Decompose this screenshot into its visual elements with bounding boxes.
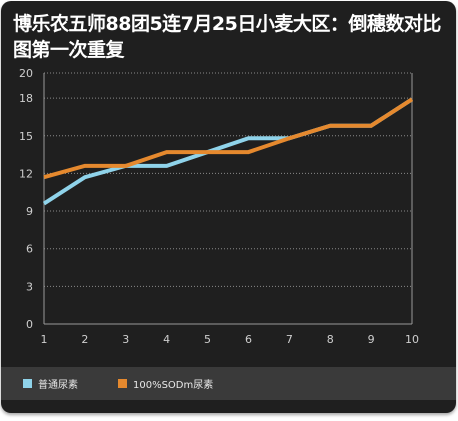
y-tick-label-5: 15 [19,130,33,143]
series-layer [42,97,414,206]
legend-label-series-2: 100%SODm尿素 [133,380,214,391]
x-tick-label-7: 8 [327,333,334,346]
x-tick-label-2: 3 [122,333,129,346]
y-tick-labels: 0 3 6 9 12 15 18 20 [19,67,33,331]
legend-swatch-series-2 [118,379,127,388]
chart-panel: 博乐农五师88团5连7月25日小麦大区：倒穗数对比图第一次重复 0 3 6 9 12 15… [1,1,456,413]
x-tick-label-5: 6 [245,333,252,346]
y-tick-label-6: 18 [19,92,33,105]
x-tick-label-3: 4 [163,333,170,346]
x-tick-label-4: 5 [204,333,211,346]
chart-title: 博乐农五师88团5连7月25日小麦大区：倒穗数对比图第一次重复 [13,13,441,61]
x-tick-label-1: 2 [81,333,88,346]
y-tick-label-4: 12 [19,167,33,180]
x-tick-labels: 1 2 3 4 5 6 7 8 9 10 [41,333,420,346]
y-tick-label-1: 3 [26,280,33,293]
y-tick-label-3: 9 [26,205,33,218]
y-tick-label-7: 20 [19,67,33,80]
y-tick-label-2: 6 [26,243,33,256]
x-tick-label-9: 10 [405,333,419,346]
chart-legend: 普通尿素 100%SODm尿素 [1,367,456,400]
legend-item-series-1: 普通尿素 [23,367,78,400]
legend-swatch-series-1 [23,379,32,388]
series-line-2 [43,97,414,180]
x-tick-label-0: 1 [41,333,48,346]
grid-layer [44,72,412,287]
y-tick-label-0: 0 [26,318,33,331]
x-tick-label-8: 9 [368,333,375,346]
legend-label-series-1: 普通尿素 [38,380,78,391]
legend-item-series-2: 100%SODm尿素 [118,367,213,400]
x-tick-label-6: 7 [286,333,293,346]
